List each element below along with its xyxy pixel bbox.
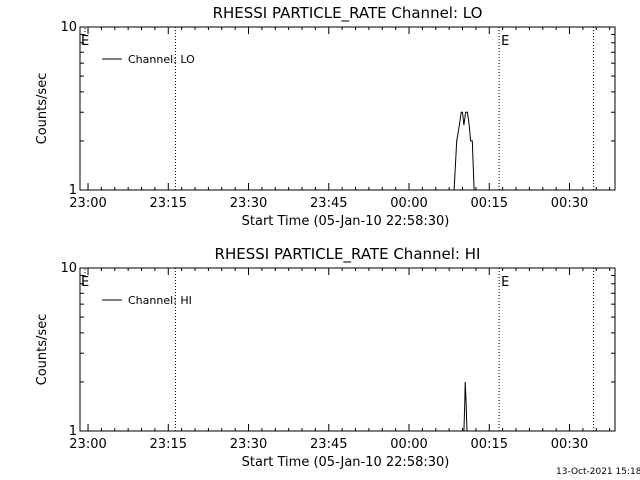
x-tick-label: 23:15 xyxy=(150,437,187,452)
y-tick-label: 10 xyxy=(60,20,77,35)
legend-label: Channel: LO xyxy=(128,53,195,66)
footer-date: 13-Oct-2021 15:18 xyxy=(556,467,640,477)
legend-label: Channel: HI xyxy=(128,294,192,307)
series-line xyxy=(463,381,468,432)
x-axis-label: Start Time (05-Jan-10 22:58:30) xyxy=(242,214,450,229)
x-tick-label: 23:30 xyxy=(230,196,267,211)
x-tick-label: 23:15 xyxy=(150,196,187,211)
plot-frame xyxy=(79,267,616,432)
y-axis-label: Counts/sec xyxy=(35,73,50,145)
x-tick-label: 00:30 xyxy=(551,196,588,211)
y-tick-label: 1 xyxy=(69,424,77,439)
edge-marker-label: E xyxy=(81,34,89,49)
x-tick-label: 23:00 xyxy=(69,196,106,211)
y-tick-label: 10 xyxy=(60,261,77,276)
plot-frame xyxy=(79,26,616,191)
y-axis-label: Counts/sec xyxy=(35,314,50,386)
x-tick-label: 23:45 xyxy=(310,196,347,211)
edge-marker-label: E xyxy=(81,275,89,290)
lo-channel-panel: RHESSI PARTICLE_RATE Channel: LO 23:00 23:… xyxy=(35,4,616,229)
y-tick-label: 1 xyxy=(69,183,77,198)
time-marker-label: E xyxy=(501,275,509,290)
chart-title: RHESSI PARTICLE_RATE Channel: HI xyxy=(215,245,481,264)
x-tick-label: 23:45 xyxy=(310,437,347,452)
x-tick-label: 23:30 xyxy=(230,437,267,452)
x-tick-label: 00:15 xyxy=(471,196,508,211)
x-axis-label: Start Time (05-Jan-10 22:58:30) xyxy=(242,455,450,470)
x-tick-label: 00:30 xyxy=(551,437,588,452)
time-marker-label: E xyxy=(501,34,509,49)
chart-title: RHESSI PARTICLE_RATE Channel: LO xyxy=(213,4,483,23)
x-tick-label: 23:00 xyxy=(69,437,106,452)
series-line xyxy=(453,111,475,191)
hi-channel-panel: RHESSI PARTICLE_RATE Channel: HI 23:00 23:… xyxy=(35,245,616,470)
x-tick-label: 00:00 xyxy=(390,437,427,452)
x-tick-label: 00:15 xyxy=(471,437,508,452)
x-tick-label: 00:00 xyxy=(390,196,427,211)
